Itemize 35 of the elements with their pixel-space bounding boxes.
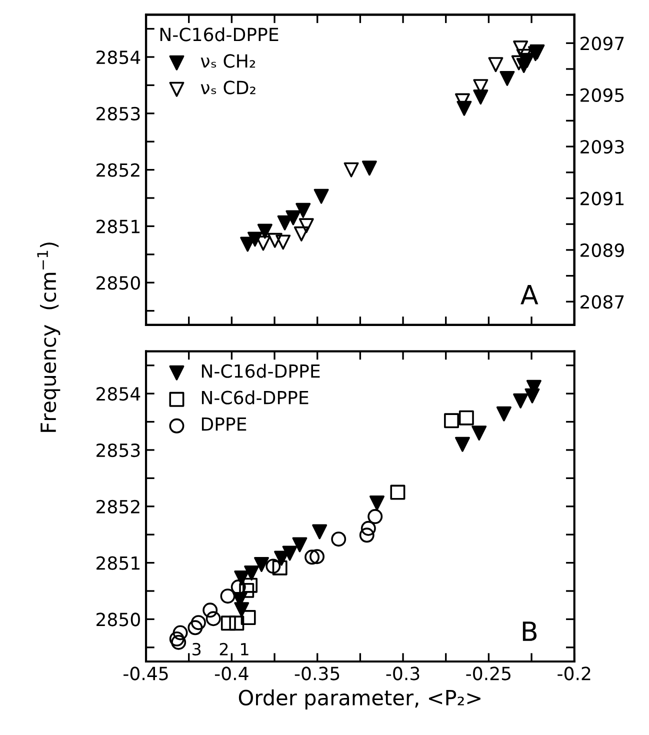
- x-tick-label: -0.35: [294, 666, 340, 680]
- legend-label: νₛ CD₂: [200, 80, 256, 94]
- annotation: 1: [241, 643, 248, 656]
- y-tick-label: 2854: [96, 387, 140, 401]
- x-tick-label: -0.3: [386, 666, 420, 680]
- y-tick-label: 2850: [96, 612, 140, 626]
- legend-label: N-C16d-DPPE: [202, 364, 320, 378]
- y2-tick-label: 2097: [580, 36, 624, 50]
- y-tick-label: 2851: [96, 220, 140, 234]
- y-tick-label: 2852: [96, 500, 140, 514]
- x-axis-title: Order parameter, <P₂>: [238, 689, 480, 710]
- x-tick-label: -0.2: [558, 666, 590, 680]
- legend-label: νₛ CH₂: [200, 54, 256, 68]
- annotation: 3: [192, 642, 201, 656]
- y2-tick-label: 2087: [580, 295, 624, 309]
- x-tick-label: -0.4: [214, 666, 248, 680]
- y2-tick-label: 2093: [580, 140, 624, 154]
- annotation: 2: [220, 642, 228, 656]
- y-tick-label: 2851: [96, 556, 140, 570]
- x-tick-label: -0.45: [124, 666, 168, 680]
- y2-tick-label: 2089: [580, 243, 624, 258]
- legend-label: DPPE: [202, 417, 246, 431]
- y-tick-label: 2853: [96, 106, 140, 121]
- y-tick-label: 2852: [96, 163, 140, 177]
- y-tick-label: 2854: [96, 50, 140, 64]
- y2-tick-label: 2091: [580, 192, 624, 206]
- x-tick-label: -0.25: [466, 666, 510, 680]
- y2-tick-label: 2095: [580, 88, 624, 102]
- y-tick-label: 2850: [96, 276, 140, 290]
- y-axis-title: Frequency (cm$^{−1}$): [37, 242, 60, 432]
- annotation: A: [520, 285, 538, 304]
- legend-label: N-C6d-DPPE: [202, 390, 308, 404]
- annotation: B: [522, 622, 537, 641]
- legend-title: N-C16d-DPPE: [160, 27, 278, 42]
- y-tick-label: 2853: [96, 443, 140, 458]
